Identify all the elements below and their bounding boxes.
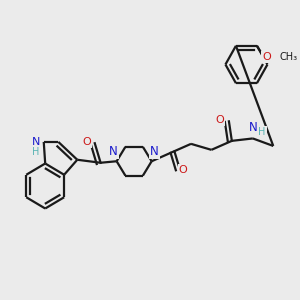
Text: O: O <box>82 137 91 147</box>
Text: H: H <box>259 127 266 137</box>
Text: O: O <box>179 165 188 175</box>
Text: N: N <box>248 121 257 134</box>
Text: H: H <box>32 147 39 158</box>
Text: CH₃: CH₃ <box>279 52 298 62</box>
Text: N: N <box>110 145 118 158</box>
Text: O: O <box>215 115 224 125</box>
Text: O: O <box>262 52 271 62</box>
Text: N: N <box>32 137 40 147</box>
Text: N: N <box>150 145 159 158</box>
